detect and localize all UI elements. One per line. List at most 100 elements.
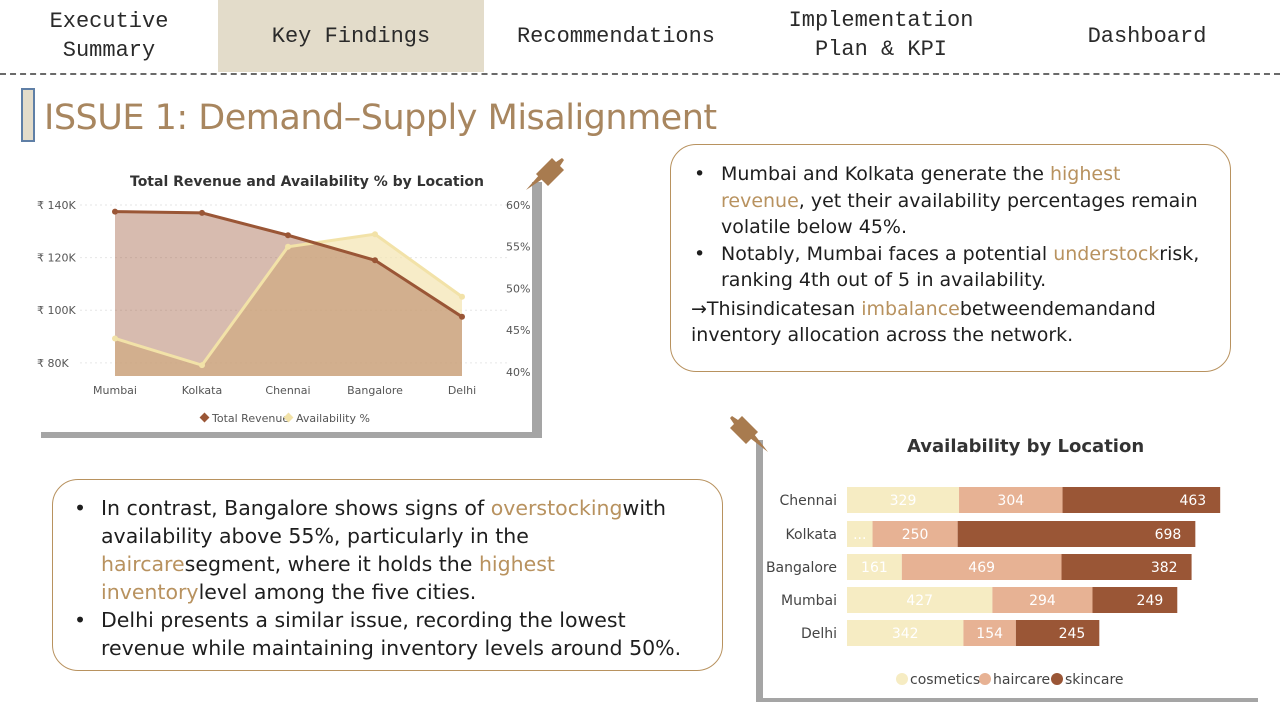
- data-label: 698: [1155, 527, 1182, 543]
- legend-label: Total Revenue: [211, 412, 289, 425]
- availability-point: [112, 335, 118, 342]
- bullet-overstocking: In contrast, Bangalore shows signs of ov…: [71, 494, 702, 606]
- revenue-area: [115, 211, 462, 376]
- bar-segment-cosmetics: [847, 487, 960, 513]
- revenue-point: [199, 209, 205, 216]
- right-axis-tick-label: 50%: [506, 282, 530, 295]
- availability-chart-card: Availability by Location Chennai 329 304 46…: [763, 431, 1259, 698]
- highlight-text: imbalance: [861, 297, 960, 320]
- bar-segment-cosmetics: [847, 620, 964, 646]
- legend-marker-cosmetics: [896, 673, 908, 685]
- bar-segment-cosmetics: [847, 587, 993, 613]
- tab-executive-summary[interactable]: Executive Summary: [49, 9, 169, 63]
- availability-point: [459, 293, 465, 300]
- data-label: 154: [976, 626, 1003, 642]
- overstock-insight-box: In contrast, Bangalore shows signs of ov…: [52, 479, 723, 671]
- text-segment: level among the five cities.: [198, 580, 477, 604]
- right-axis-tick-label: 60%: [506, 199, 530, 212]
- title-marker: [21, 88, 35, 142]
- category-label: Delhi: [801, 626, 837, 642]
- bar-segment-haircare: [959, 487, 1063, 513]
- right-axis-tick-label: 45%: [506, 324, 530, 337]
- highlight-text: understock: [1053, 242, 1160, 265]
- availability-area: [115, 234, 462, 376]
- tab-dashboard[interactable]: Dashboard: [1087, 23, 1207, 49]
- text-segment: Notably, Mumbai faces a potential: [721, 242, 1054, 265]
- highlight-text: haircare: [101, 552, 185, 576]
- legend-label: cosmetics: [910, 672, 980, 688]
- availability-point: [372, 231, 378, 238]
- data-label: 249: [1137, 593, 1164, 609]
- text-segment: →Thisindicatesan: [691, 297, 862, 320]
- revenue-insight-box: Mumbai and Kolkata generate the highest …: [670, 144, 1231, 372]
- tab-implementation-plan-kpi[interactable]: Implementation Plan & KPI: [788, 8, 974, 62]
- revenue-point: [372, 257, 378, 264]
- bar-segment-haircare: [901, 554, 1062, 580]
- chart-title: Availability by Location: [907, 436, 1145, 457]
- text-segment: , yet their availability percentages rem…: [721, 189, 1198, 239]
- bar-segment-skincare: [1062, 487, 1221, 513]
- top-navigation: Executive Summary Key Findings Recommend…: [0, 0, 1280, 73]
- availability-point: [199, 362, 205, 369]
- category-label: Bangalore: [766, 560, 837, 576]
- x-axis-label: Chennai: [265, 384, 310, 397]
- text-segment: segment, where it holds the: [184, 552, 479, 576]
- pushpin-icon: [526, 158, 564, 190]
- text-segment: risk, ranking 4th out of 5 in availabili…: [721, 242, 1200, 292]
- data-label: 427: [906, 593, 933, 609]
- category-label: Kolkata: [786, 527, 837, 543]
- data-label: 382: [1151, 560, 1178, 576]
- bullet-revenue: Mumbai and Kolkata generate the highest …: [691, 161, 1210, 241]
- text-segment: Mumbai and Kolkata generate the: [721, 163, 1050, 185]
- data-label: 463: [1179, 493, 1206, 509]
- right-axis-tick-label: 55%: [506, 241, 530, 254]
- legend-label: skincare: [1065, 672, 1124, 688]
- legend-label: haircare: [993, 672, 1050, 688]
- x-axis-label: Kolkata: [182, 384, 222, 397]
- legend-label: Availability %: [296, 412, 370, 425]
- data-label: 304: [997, 493, 1024, 509]
- right-axis-tick-label: 40%: [506, 366, 530, 379]
- bar-segment-haircare: [992, 587, 1093, 613]
- availability-by-location-chart: Chennai 329 304 463 Kolkata... 250 698 Bangalor…: [766, 487, 1221, 688]
- legend-marker-revenue: [199, 412, 210, 423]
- category-label: Mumbai: [781, 593, 837, 609]
- text-segment: In contrast, Bangalore shows signs of: [101, 496, 491, 520]
- left-axis-tick-label: ₹ 80K: [37, 357, 69, 370]
- revenue-point: [285, 232, 291, 239]
- bullet-understock: Notably, Mumbai faces a potential unders…: [691, 241, 1210, 294]
- data-label: 161: [861, 560, 888, 576]
- bar-segment-cosmetics: [847, 554, 902, 580]
- category-label: Chennai: [780, 493, 837, 509]
- tab-key-findings[interactable]: Key Findings: [218, 0, 484, 72]
- chart-title: Total Revenue and Availability % by Loca…: [130, 174, 484, 190]
- bar-segment-haircare: [963, 620, 1016, 646]
- data-label: ...: [853, 527, 866, 543]
- bar-segment-skincare: [1092, 587, 1178, 613]
- x-axis-label: Delhi: [448, 384, 476, 397]
- bar-segment-cosmetics: [847, 521, 873, 547]
- text-segment: betweendemandand inventory allocation ac…: [691, 297, 1156, 347]
- page-title: ISSUE 1: Demand–Supply Misalignment: [44, 98, 717, 138]
- conclusion-text: →Thisindicatesan imbalancebetweendemanda…: [691, 296, 1210, 349]
- data-label: 329: [890, 493, 917, 509]
- legend-marker-skincare: [1051, 673, 1063, 685]
- data-label: 294: [1029, 593, 1056, 609]
- data-label: 469: [968, 560, 995, 576]
- data-label: 342: [892, 626, 919, 642]
- availability-point: [285, 243, 291, 250]
- tab-recommendations[interactable]: Recommendations: [516, 23, 716, 49]
- bar-segment-skincare: [957, 521, 1196, 547]
- bar-segment-skincare: [1015, 620, 1100, 646]
- bar-segment-skincare: [1061, 554, 1192, 580]
- bullet-delhi: Delhi presents a similar issue, recordin…: [71, 606, 702, 662]
- nav-divider: [0, 73, 1280, 75]
- revenue-availability-chart-card: Total Revenue and Availability % by Loca…: [35, 174, 532, 432]
- bar-segment-haircare: [872, 521, 958, 547]
- data-label: 245: [1059, 626, 1086, 642]
- text-segment: Delhi presents a similar issue, recordin…: [101, 608, 682, 660]
- revenue-point: [459, 313, 465, 320]
- highlight-text: highest inventory: [101, 552, 555, 604]
- left-axis-tick-label: ₹ 100K: [37, 304, 76, 317]
- left-axis-tick-label: ₹ 120K: [37, 252, 76, 265]
